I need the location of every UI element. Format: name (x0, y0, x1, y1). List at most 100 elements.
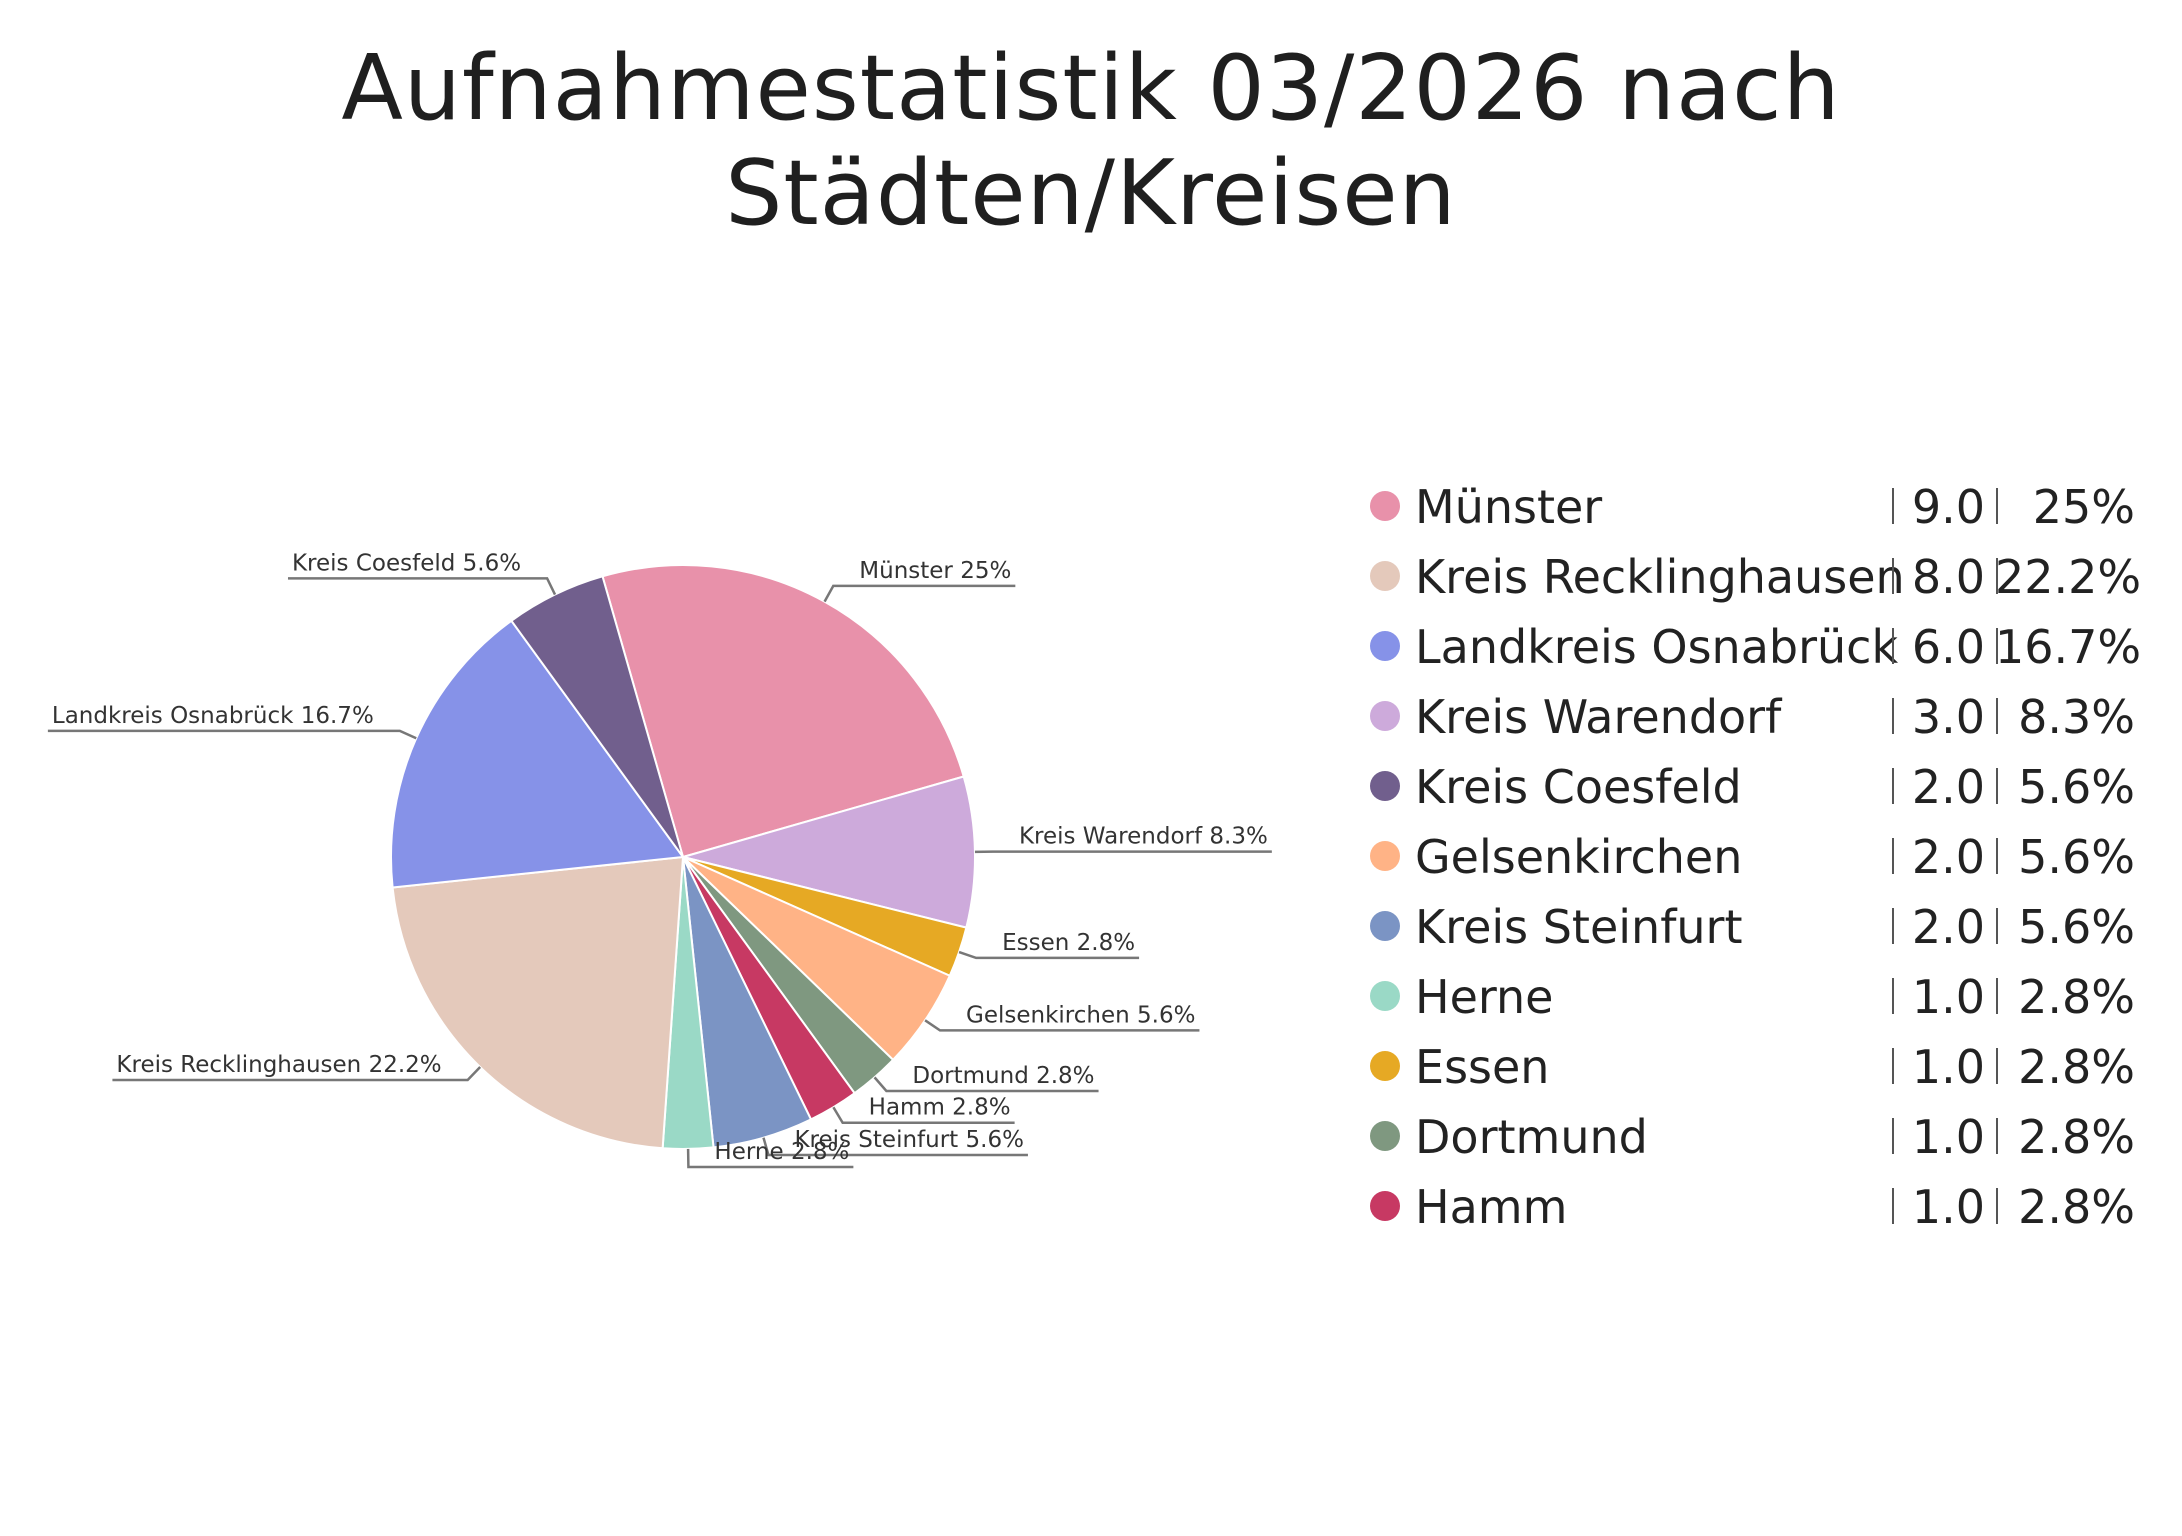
legend-label: Essen (1415, 1040, 1550, 1094)
pie-slice-kreis-warendorf (679, 775, 976, 929)
legend-swatch (1370, 911, 1400, 941)
legend-item: Kreis Warendorf 3.0 8.3% (1370, 688, 2150, 758)
legend-swatch (1370, 561, 1400, 591)
legend-separator (1996, 838, 1998, 874)
pie-label-dortmund: Dortmund 2.8% (912, 1063, 1094, 1089)
legend-separator (1996, 628, 1998, 664)
pie-label-gelsenkirchen: Gelsenkirchen 5.6% (966, 1002, 1195, 1028)
legend-percent: 2.8% (2018, 1180, 2135, 1234)
legend-item: Gelsenkirchen 2.0 5.6% (1370, 828, 2150, 898)
legend-value: 2.0 (1911, 830, 1985, 884)
legend-separator (1996, 908, 1998, 944)
legend-swatch (1370, 1191, 1400, 1221)
legend-item: Hamm 1.0 2.8% (1370, 1178, 2150, 1248)
legend-value: 6.0 (1911, 620, 1985, 674)
legend-separator (1996, 1188, 1998, 1224)
pie-slices (390, 564, 976, 1150)
legend-separator (1892, 978, 1894, 1014)
pie-slice-landkreis-osnabruck (390, 619, 685, 889)
legend-label: Gelsenkirchen (1415, 830, 1743, 884)
pie-leader-essen (958, 950, 1140, 960)
legend-item: Kreis Steinfurt 2.0 5.6% (1370, 898, 2150, 968)
pie-slice-labels: Münster 25% Kreis Warendorf 8.3% Essen 2.8… (52, 550, 1268, 1165)
legend-swatch (1370, 1051, 1400, 1081)
legend-separator (1996, 1048, 1998, 1084)
legend-percent: 2.8% (2018, 1110, 2135, 1164)
pie-leader-herne (686, 1148, 854, 1169)
legend-label: Landkreis Osnabrück (1415, 620, 1899, 674)
legend-separator (1996, 978, 1998, 1014)
legend-separator (1892, 1048, 1894, 1084)
legend-percent: 2.8% (2018, 1040, 2135, 1094)
legend-separator (1996, 698, 1998, 734)
legend-label: Kreis Warendorf (1415, 690, 1782, 744)
legend-value: 1.0 (1911, 1180, 1985, 1234)
legend-item: Herne 1.0 2.8% (1370, 968, 2150, 1038)
legend-label: Kreis Steinfurt (1415, 900, 1743, 954)
legend-swatch (1370, 981, 1400, 1011)
legend-label: Herne (1415, 970, 1554, 1024)
legend-value: 8.0 (1911, 550, 1985, 604)
legend-percent: 5.6% (2018, 760, 2135, 814)
legend-separator (1892, 838, 1894, 874)
pie-label-kreis-steinfurt: Kreis Steinfurt 5.6% (794, 1127, 1024, 1153)
legend-percent: 5.6% (2018, 900, 2135, 954)
chart-title: Aufnahmestatistik 03/2026 nach Städten/K… (341, 36, 1841, 246)
legend-label: Dortmund (1415, 1110, 1648, 1164)
legend-item: Landkreis Osnabrück 6.0 16.7% (1370, 618, 2150, 688)
pie-label-herne: Herne 2.8% (714, 1139, 849, 1165)
pie-leader-lines (47, 577, 1272, 1169)
legend-swatch (1370, 1121, 1400, 1151)
legend-separator (1892, 628, 1894, 664)
pie-leader-gelsenkirchen (924, 1019, 1200, 1032)
legend-item: Kreis Recklinghausen 8.0 22.2% (1370, 548, 2150, 618)
legend-value: 1.0 (1911, 970, 1985, 1024)
legend-label: Kreis Coesfeld (1415, 760, 1742, 814)
legend-label: Hamm (1415, 1180, 1568, 1234)
legend-percent: 2.8% (2018, 970, 2135, 1024)
legend-swatch (1370, 771, 1400, 801)
legend-value: 9.0 (1911, 480, 1985, 534)
legend-percent: 25% (2032, 480, 2135, 534)
legend-percent: 22.2% (1995, 550, 2142, 604)
legend-separator (1892, 488, 1894, 524)
pie-slice-kreis-recklinghausen (391, 855, 685, 1150)
pie-leader-hamm (832, 1106, 1015, 1124)
pie-leader-munster (823, 584, 1016, 603)
pie-leader-kreis-recklinghausen (112, 1066, 482, 1082)
legend: Münster 9.0 25% Kreis Recklinghausen 8.0 22.2… (1370, 478, 2150, 1248)
legend-value: 1.0 (1911, 1040, 1985, 1094)
legend-separator (1996, 768, 1998, 804)
legend-swatch (1370, 631, 1400, 661)
legend-swatch (1370, 701, 1400, 731)
pie-label-kreis-recklinghausen: Kreis Recklinghausen 22.2% (116, 1052, 441, 1078)
legend-separator (1996, 1118, 1998, 1154)
legend-value: 1.0 (1911, 1110, 1985, 1164)
legend-item: Essen 1.0 2.8% (1370, 1038, 2150, 1108)
pie-label-hamm: Hamm 2.8% (869, 1095, 1011, 1121)
pie-leader-dortmund (873, 1076, 1099, 1093)
pie-label-munster: Münster 25% (859, 558, 1011, 584)
legend-separator (1892, 1188, 1894, 1224)
legend-percent: 5.6% (2018, 830, 2135, 884)
pie-leader-kreis-coesfeld (287, 577, 557, 596)
legend-separator (1892, 698, 1894, 734)
legend-label: Kreis Recklinghausen (1415, 550, 1905, 604)
pie-label-landkreis-osnabruck: Landkreis Osnabrück 16.7% (52, 703, 374, 729)
pie-slice-munster (601, 564, 965, 859)
legend-separator (1892, 1118, 1894, 1154)
legend-item: Dortmund 1.0 2.8% (1370, 1108, 2150, 1178)
legend-swatch (1370, 491, 1400, 521)
legend-separator (1892, 558, 1894, 594)
legend-separator (1996, 488, 1998, 524)
pie-slice-kreis-coesfeld (509, 575, 684, 858)
pie-leader-kreis-steinfurt (762, 1137, 1028, 1157)
legend-item: Münster 9.0 25% (1370, 478, 2150, 548)
legend-value: 3.0 (1911, 690, 1985, 744)
legend-separator (1892, 908, 1894, 944)
legend-label: Münster (1415, 480, 1603, 534)
pie-label-essen: Essen 2.8% (1002, 930, 1135, 956)
pie-label-kreis-coesfeld: Kreis Coesfeld 5.6% (292, 550, 521, 576)
legend-percent: 16.7% (1995, 620, 2142, 674)
